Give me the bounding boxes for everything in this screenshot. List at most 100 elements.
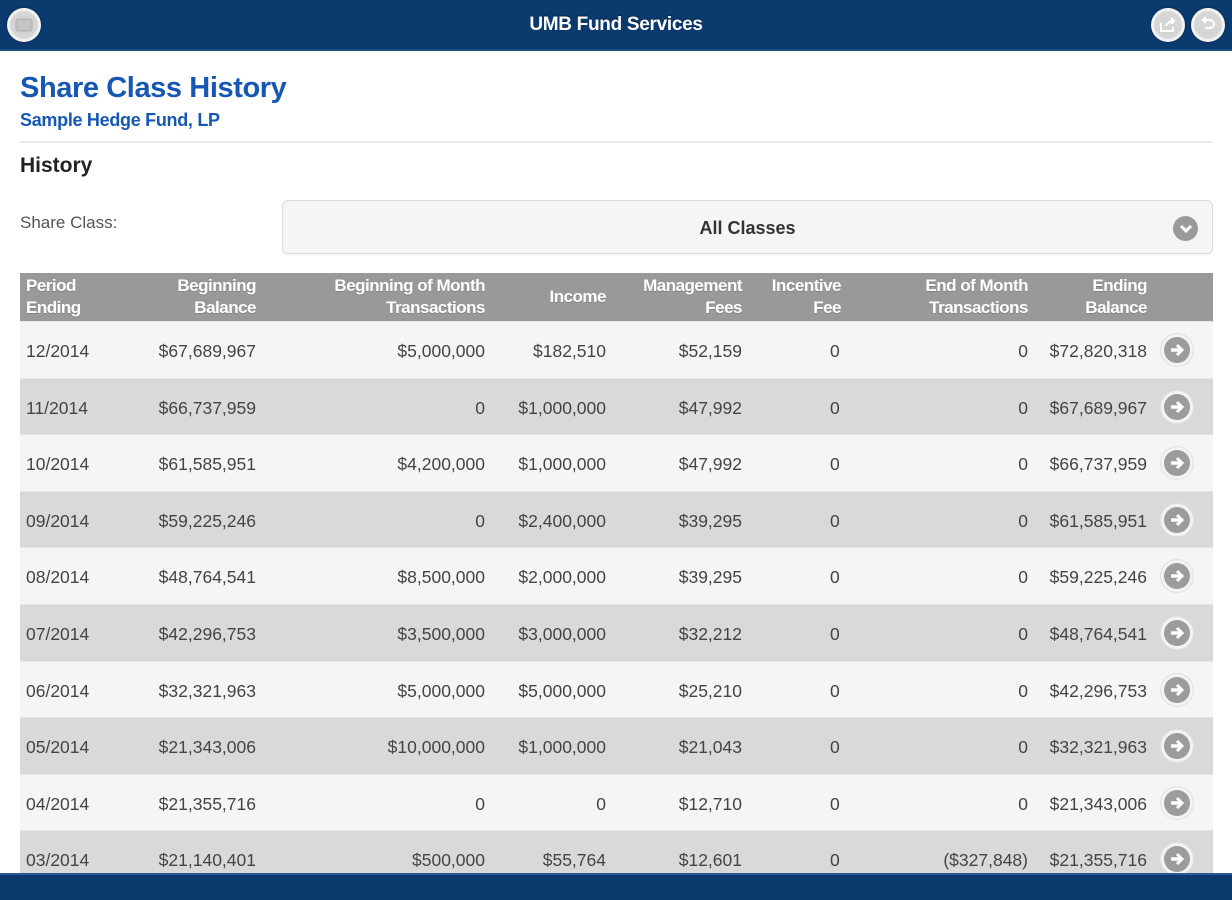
row-detail-button[interactable] [1160, 333, 1194, 367]
cell-period-ending: 07/2014 [26, 623, 90, 644]
row-detail-button[interactable] [1160, 785, 1194, 820]
cell-period-ending: 12/2014 [26, 341, 90, 361]
cell-period-ending: 05/2014 [26, 737, 90, 758]
cell-beginning-balance: $48,764,541 [158, 567, 256, 588]
column-header-income: Income [549, 287, 606, 306]
cell-income: $1,000,000 [518, 397, 606, 418]
share-button[interactable] [1151, 8, 1185, 42]
cell-incentive-fee: 0 [830, 567, 840, 588]
table-row[interactable]: 05/2014 $21,343,006 $10,000,000 $1,000,0… [20, 717, 1213, 774]
menu-icon [15, 18, 33, 32]
cell-eom-transactions: 0 [1018, 510, 1028, 531]
cell-income: $5,000,000 [518, 680, 606, 701]
cell-management-fees: $39,295 [678, 567, 742, 588]
chevron-down-icon [1173, 216, 1198, 241]
cell-period-ending: 03/2014 [26, 850, 90, 871]
cell-management-fees: $52,159 [678, 341, 742, 361]
cell-management-fees: $21,043 [678, 737, 742, 758]
column-header-management-fees: Management Fees [643, 276, 742, 317]
row-detail-button[interactable] [1160, 559, 1194, 594]
row-detail-button[interactable] [1160, 615, 1194, 650]
cell-bom-transactions: $500,000 [412, 850, 485, 871]
column-header-incentive-fee: Incentive Fee [771, 276, 842, 317]
cell-income: $1,000,000 [518, 454, 606, 475]
cell-management-fees: $12,601 [678, 850, 742, 871]
table-row[interactable]: 06/2014 $32,321,963 $5,000,000 $5,000,00… [20, 660, 1213, 718]
row-detail-button[interactable] [1160, 389, 1194, 424]
row-detail-button[interactable] [1160, 729, 1194, 764]
cell-eom-transactions: 0 [1018, 567, 1028, 588]
section-title: History [20, 154, 93, 177]
cell-incentive-fee: 0 [830, 623, 840, 644]
column-header-eom-transactions: End of Month Transactions [925, 276, 1028, 317]
cell-eom-transactions: ($327,848) [943, 850, 1028, 871]
cell-period-ending: 08/2014 [26, 567, 90, 588]
cell-management-fees: $25,210 [678, 680, 742, 701]
cell-beginning-balance: $66,737,959 [158, 397, 256, 418]
table-body: 12/2014 $67,689,967 $5,000,000 $182,510 … [20, 321, 1213, 887]
cell-incentive-fee: 0 [830, 341, 840, 361]
cell-ending-balance: $59,225,246 [1049, 567, 1147, 588]
share-class-selected-value: All Classes [699, 218, 796, 238]
arrow-right-circle-icon [1164, 676, 1190, 703]
table-row[interactable]: 08/2014 $48,764,541 $8,500,000 $2,000,00… [20, 547, 1213, 604]
menu-button[interactable] [7, 8, 41, 42]
top-navigation-bar: UMB Fund Services [0, 0, 1232, 51]
table-row[interactable]: 12/2014 $67,689,967 $5,000,000 $182,510 … [20, 321, 1213, 378]
column-header-beginning-balance: Beginning Balance [177, 276, 256, 317]
back-icon [1201, 16, 1215, 29]
fund-name: Sample Hedge Fund, LP [20, 110, 220, 130]
arrow-right-circle-icon [1164, 789, 1190, 816]
column-header-period-ending: Period Ending [26, 276, 81, 317]
cell-income: $1,000,000 [518, 737, 606, 758]
row-detail-button[interactable] [1160, 672, 1194, 707]
share-class-select[interactable]: All Classes [282, 200, 1213, 254]
page-title: Share Class History [20, 72, 287, 104]
table-row[interactable]: 11/2014 $66,737,959 0 $1,000,000 $47,992… [20, 377, 1213, 435]
cell-incentive-fee: 0 [830, 680, 840, 701]
cell-period-ending: 04/2014 [26, 793, 90, 814]
back-button[interactable] [1191, 8, 1225, 42]
share-icon [1160, 17, 1176, 32]
cell-eom-transactions: 0 [1018, 623, 1028, 644]
cell-management-fees: $12,710 [678, 793, 742, 814]
app-title: UMB Fund Services [529, 14, 703, 35]
arrow-right-circle-icon [1164, 393, 1190, 420]
table-row[interactable]: 07/2014 $42,296,753 $3,500,000 $3,000,00… [20, 603, 1213, 661]
row-detail-button[interactable] [1160, 446, 1194, 481]
cell-incentive-fee: 0 [830, 737, 840, 758]
header-divider [20, 141, 1212, 143]
cell-income: $2,400,000 [518, 510, 606, 531]
cell-eom-transactions: 0 [1018, 341, 1028, 361]
cell-bom-transactions: $5,000,000 [397, 341, 485, 361]
table-row[interactable]: 04/2014 $21,355,716 0 0 $12,710 0 0 $21,… [20, 773, 1213, 831]
cell-ending-balance: $42,296,753 [1049, 680, 1147, 701]
cell-period-ending: 09/2014 [26, 510, 90, 531]
cell-beginning-balance: $67,689,967 [158, 341, 256, 361]
row-detail-button[interactable] [1160, 842, 1194, 877]
cell-bom-transactions: $4,200,000 [397, 454, 485, 475]
cell-beginning-balance: $42,296,753 [158, 623, 256, 644]
cell-bom-transactions: $8,500,000 [397, 567, 485, 588]
cell-eom-transactions: 0 [1018, 397, 1028, 418]
cell-eom-transactions: 0 [1018, 454, 1028, 475]
column-header-bom-transactions: Beginning of Month Transactions [334, 276, 485, 317]
cell-income: $2,000,000 [518, 567, 606, 588]
table-header: Period Ending Beginning Balance Beginning … [20, 273, 1213, 321]
cell-bom-transactions: $5,000,000 [397, 680, 485, 701]
row-detail-button[interactable] [1160, 502, 1194, 537]
cell-bom-transactions: $10,000,000 [387, 737, 485, 758]
cell-beginning-balance: $21,355,716 [158, 793, 256, 814]
cell-ending-balance: $67,689,967 [1049, 397, 1147, 418]
table-row[interactable]: 10/2014 $61,585,951 $4,200,000 $1,000,00… [20, 434, 1213, 491]
share-class-history-table: Period Ending Beginning Balance Beginning … [20, 273, 1213, 887]
cell-ending-balance: $21,355,716 [1049, 850, 1147, 871]
table-row[interactable]: 09/2014 $59,225,246 0 $2,400,000 $39,295… [20, 490, 1213, 548]
cell-ending-balance: $72,820,318 [1049, 341, 1147, 361]
cell-ending-balance: $32,321,963 [1049, 737, 1147, 758]
cell-incentive-fee: 0 [830, 850, 840, 871]
arrow-right-circle-icon [1164, 733, 1190, 760]
cell-income: $55,764 [542, 850, 606, 871]
arrow-right-circle-icon [1164, 506, 1190, 533]
bottom-bar [0, 873, 1232, 900]
